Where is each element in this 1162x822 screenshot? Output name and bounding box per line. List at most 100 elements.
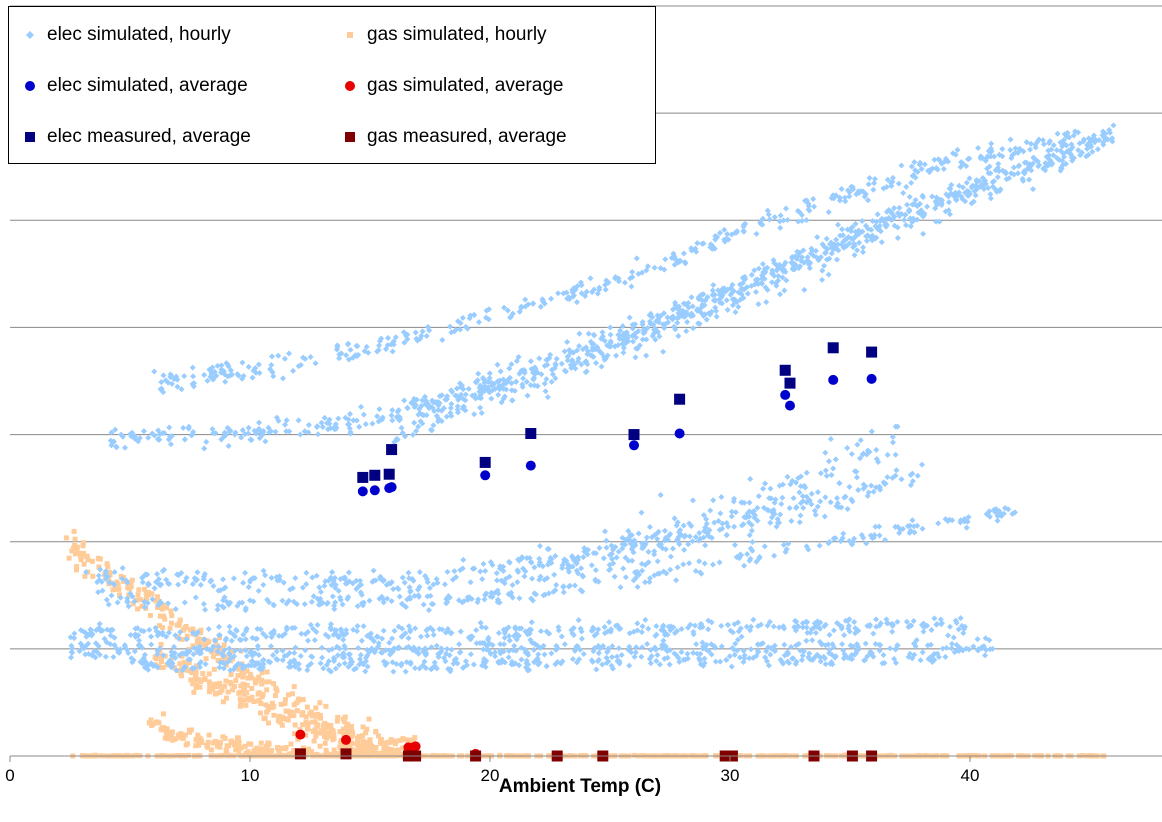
elec-hourly-point [862, 222, 869, 229]
elec-hourly-point [620, 565, 627, 572]
elec-hourly-point [569, 363, 576, 370]
elec-hourly-point [840, 530, 847, 537]
elec-hourly-point [939, 645, 946, 652]
elec-hourly-point [354, 352, 361, 359]
elec-hourly-point [875, 458, 882, 465]
elec-measured-average-point [784, 377, 796, 389]
elec-hourly-point [477, 619, 484, 626]
elec-hourly-point [751, 514, 758, 521]
elec-hourly-point [647, 647, 654, 654]
elec-hourly-point [590, 286, 597, 293]
elec-hourly-point [509, 594, 516, 601]
elec-hourly-point [874, 211, 881, 218]
elec-hourly-point [395, 586, 402, 593]
elec-hourly-point [842, 198, 849, 205]
elec-hourly-point [141, 657, 148, 664]
elec-hourly-point [854, 474, 861, 481]
elec-simulated-average-point [866, 373, 877, 384]
elec-hourly-point [194, 629, 201, 636]
elec-hourly-point [943, 191, 950, 198]
elec-hourly-point [692, 245, 699, 252]
gas-hourly-point [153, 598, 159, 604]
elec-hourly-point [982, 652, 989, 659]
elec-hourly-point [531, 590, 538, 597]
gas-hourly-point [158, 659, 164, 665]
elec-hourly-point [615, 645, 622, 652]
elec-hourly-point [380, 627, 387, 634]
elec-hourly-point [837, 232, 844, 239]
elec-hourly-point [642, 616, 649, 623]
elec-hourly-point [110, 653, 117, 660]
elec-hourly-point [362, 668, 369, 675]
gas-hourly-point [210, 654, 216, 660]
elec-hourly-point [531, 659, 538, 666]
elec-hourly-point [771, 552, 778, 559]
elec-hourly-point [291, 624, 298, 631]
elec-hourly-point [921, 161, 928, 168]
elec-hourly-point [689, 497, 696, 504]
elec-hourly-point [584, 551, 591, 558]
elec-hourly-point [795, 623, 802, 630]
elec-hourly-point [404, 331, 411, 338]
elec-hourly-point [660, 637, 667, 644]
elec-hourly-point [255, 660, 262, 667]
gas-hourly-point [223, 678, 229, 684]
elec-hourly-point [407, 628, 414, 635]
elec-hourly-point [535, 651, 542, 658]
elec-hourly-point [342, 414, 349, 421]
elec-hourly-point [248, 648, 255, 655]
elec-hourly-point [603, 654, 610, 661]
elec-hourly-point [95, 589, 102, 596]
elec-hourly-point [546, 355, 553, 362]
gas-hourly-point [144, 595, 150, 601]
elec-hourly-point [867, 234, 874, 241]
gas-hourly-point [208, 747, 214, 753]
gas-hourly-point [190, 681, 196, 687]
elec-measured-average-point [479, 456, 491, 468]
gas-hourly-point [317, 700, 323, 706]
elec-hourly-point [822, 467, 829, 474]
elec-simulated-average-point [629, 440, 639, 451]
elec-hourly-point [629, 557, 636, 564]
elec-hourly-point [894, 423, 901, 430]
elec-hourly-point [987, 191, 994, 198]
elec-hourly-point [910, 523, 917, 530]
elec-hourly-point [748, 271, 755, 278]
elec-hourly-point [723, 520, 730, 527]
elec-hourly-point [743, 284, 750, 291]
gas-hourly-point [264, 750, 270, 756]
elec-hourly-point [151, 432, 158, 439]
elec-hourly-point [425, 607, 432, 614]
gas-hourly-point [175, 752, 181, 758]
gas-hourly-point [364, 726, 370, 732]
elec-hourly-point [878, 215, 885, 222]
elec-hourly-point [756, 553, 763, 560]
elec-hourly-point [909, 478, 916, 485]
elec-hourly-point [275, 352, 282, 359]
gas-hourly-point [291, 731, 297, 737]
elec-hourly-point [214, 606, 221, 613]
elec-hourly-point [132, 633, 139, 640]
gas-hourly-point [323, 747, 329, 753]
elec-hourly-point [940, 166, 947, 173]
elec-hourly-point [822, 621, 829, 628]
elec-hourly-point [1091, 139, 1098, 146]
elec-hourly-point [619, 323, 626, 330]
elec-hourly-point [994, 174, 1001, 181]
elec-hourly-point [389, 348, 396, 355]
elec-hourly-point [279, 632, 286, 639]
gas-hourly-point [230, 687, 236, 693]
elec-hourly-point [224, 373, 231, 380]
elec-hourly-point [460, 664, 467, 671]
elec-hourly-point [780, 268, 787, 275]
elec-hourly-point [218, 650, 225, 657]
elec-hourly-point [961, 515, 968, 522]
elec-hourly-point [405, 569, 412, 576]
elec-hourly-point [841, 194, 848, 201]
elec-hourly-point [620, 349, 627, 356]
elec-hourly-point [992, 508, 999, 515]
elec-hourly-point [1109, 135, 1116, 142]
elec-hourly-point [422, 401, 429, 408]
elec-hourly-point [991, 185, 998, 192]
elec-hourly-point [841, 494, 848, 501]
